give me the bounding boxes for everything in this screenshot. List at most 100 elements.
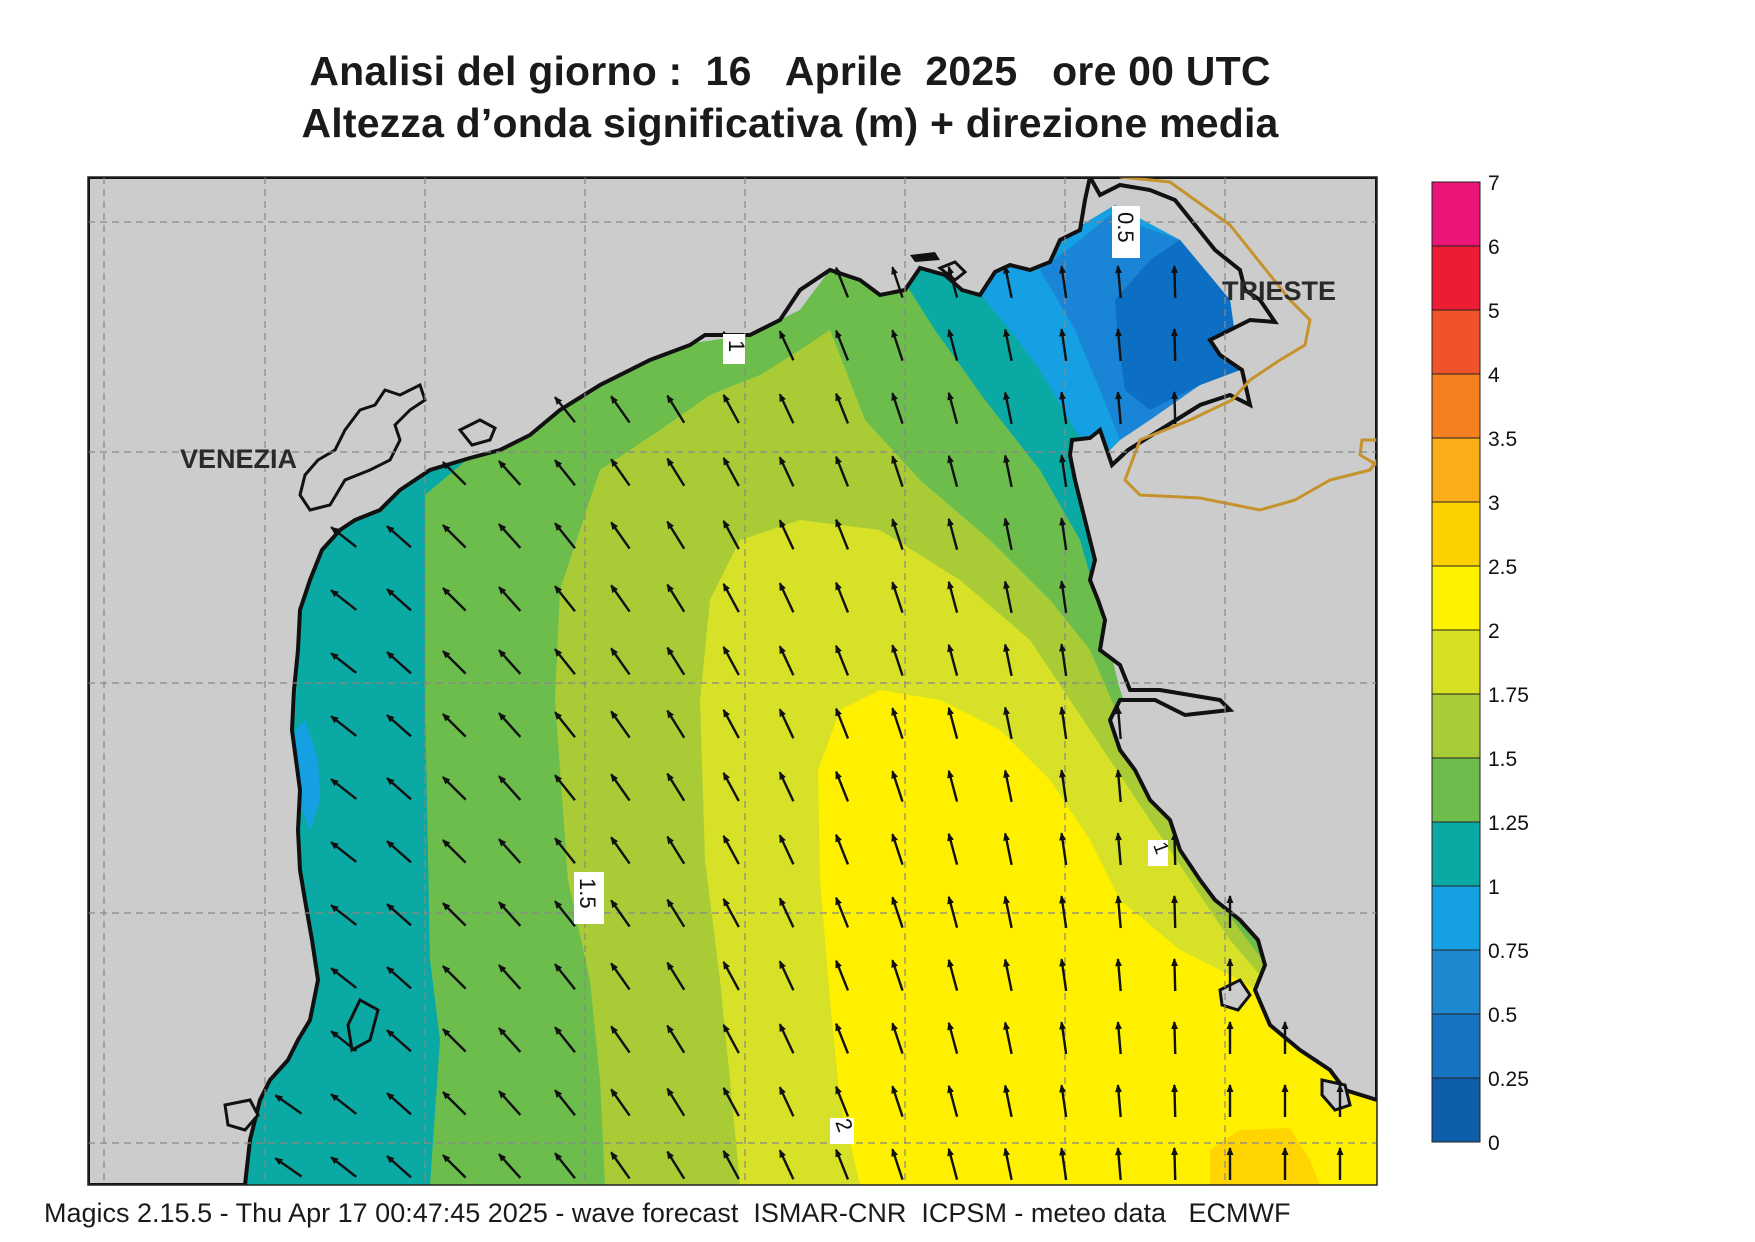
wave-direction-arrow — [947, 517, 959, 551]
wave-direction-arrow — [947, 895, 959, 929]
wave-direction-arrow — [778, 1149, 795, 1180]
wave-direction-arrow — [722, 646, 740, 676]
wave-direction-arrow — [891, 644, 904, 676]
wave-direction-arrow — [778, 1086, 795, 1117]
wave-direction-arrow — [554, 459, 576, 487]
wave-direction-arrow — [666, 1024, 686, 1054]
wave-direction-arrow — [330, 1030, 358, 1052]
colorbar-tick-label: 0.25 — [1488, 1068, 1529, 1091]
wave-direction-arrow — [498, 1090, 522, 1116]
wave-direction-arrow — [891, 329, 904, 361]
wave-direction-arrow — [947, 769, 959, 803]
colorbar-swatch — [1431, 373, 1481, 439]
wave-direction-arrow — [498, 586, 522, 612]
wave-direction-arrow — [722, 961, 740, 991]
wave-direction-arrow — [666, 835, 686, 865]
wave-direction-arrow — [947, 454, 959, 488]
border-line — [1119, 177, 1377, 512]
colorbar-tick-label: 0.75 — [1488, 940, 1529, 963]
wave-direction-arrow — [442, 524, 467, 549]
wave-direction-arrow — [1003, 958, 1013, 992]
wave-direction-arrow — [722, 394, 740, 424]
map-subtitle: Altezza d’onda significativa (m) + direz… — [301, 100, 1279, 146]
wave-direction-arrow — [1059, 391, 1068, 425]
wave-direction-arrow — [330, 967, 358, 989]
footer-credits: Magics 2.15.5 - Thu Apr 17 00:47:45 2025… — [44, 1198, 1291, 1228]
wave-direction-arrow — [835, 833, 850, 865]
map-frame — [87, 176, 1378, 1186]
wave-direction-arrow — [1003, 769, 1013, 803]
wave-direction-arrow — [554, 585, 576, 613]
colorbar-swatch — [1431, 1077, 1481, 1143]
svg-text:0.5: 0.5 — [1113, 212, 1138, 243]
wave-direction-arrow — [1171, 832, 1179, 866]
wave-direction-arrow — [722, 898, 740, 928]
colorbar-tick-label: 0 — [1488, 1132, 1500, 1155]
island — [223, 1098, 260, 1132]
wave-direction-arrow — [1059, 1021, 1068, 1055]
wave-direction-arrow — [554, 900, 576, 928]
colorbar-tick-label: 5 — [1488, 300, 1500, 323]
wave-direction-arrow — [498, 712, 522, 738]
wave-direction-arrow — [947, 1147, 959, 1181]
wave-direction-arrow — [386, 651, 412, 675]
wave-direction-arrow — [835, 455, 850, 487]
wave-direction-arrow — [1171, 1021, 1179, 1055]
wave-direction-arrow — [722, 709, 740, 739]
wave-direction-arrow — [498, 1153, 522, 1179]
colorbar-tick-label: 1.75 — [1488, 684, 1529, 707]
wave-direction-arrow — [1059, 580, 1068, 614]
wave-direction-arrow — [442, 1028, 467, 1053]
wave-direction-arrow — [778, 519, 795, 550]
wave-direction-arrow — [1115, 1021, 1123, 1055]
wave-direction-arrow — [386, 966, 412, 990]
wave-direction-arrow — [778, 1023, 795, 1054]
wave-direction-arrow — [778, 960, 795, 991]
wave-direction-arrow — [1171, 265, 1179, 299]
wave-direction-arrow — [610, 899, 631, 928]
wave-direction-arrow — [835, 770, 850, 802]
wave-direction-arrow — [442, 650, 467, 675]
wave-direction-arrow — [947, 706, 959, 740]
wave-direction-arrow — [442, 587, 467, 612]
svg-text:1: 1 — [724, 340, 749, 352]
wave-direction-arrow — [498, 901, 522, 927]
border-line — [1358, 438, 1377, 467]
colorbar-tick-label: 7 — [1488, 172, 1500, 195]
wave-direction-arrow — [835, 959, 850, 991]
wave-direction-arrow — [330, 589, 358, 611]
wave-direction-arrow — [274, 1094, 303, 1115]
wave-direction-arrow — [442, 1091, 467, 1116]
wave-direction-arrow — [1059, 706, 1068, 740]
wave-direction-arrow — [1003, 1021, 1013, 1055]
wave-direction-arrow — [835, 1148, 850, 1180]
wave-direction-arrow — [1003, 328, 1013, 362]
wave-direction-arrow — [386, 1155, 412, 1179]
wave-direction-arrow — [891, 1085, 904, 1117]
wave-direction-arrow — [442, 1154, 467, 1179]
wave-direction-arrow — [386, 1029, 412, 1053]
wave-direction-arrow — [722, 1024, 740, 1054]
wave-direction-arrow — [947, 1084, 959, 1118]
wave-direction-arrow — [835, 581, 850, 613]
wave-direction-arrow — [1003, 391, 1013, 425]
wave-direction-arrow — [947, 1021, 959, 1055]
colorbar-tick-label: 1.25 — [1488, 812, 1529, 835]
colorbar-tick-label: 1 — [1488, 876, 1500, 899]
colorbar-swatch — [1431, 821, 1481, 887]
wave-direction-arrow — [1003, 643, 1013, 677]
wave-direction-arrow — [891, 707, 904, 739]
wave-direction-arrow — [778, 645, 795, 676]
wave-direction-arrow — [498, 964, 522, 990]
wave-direction-arrow — [778, 771, 795, 802]
colorbar-tick-label: 4 — [1488, 364, 1500, 387]
colorbar-swatch — [1431, 949, 1481, 1015]
wave-direction-arrow — [498, 775, 522, 801]
wave-direction-arrow — [778, 393, 795, 424]
wave-direction-arrow — [891, 833, 904, 865]
wave-direction-arrow — [274, 1157, 303, 1178]
wave-direction-arrow — [610, 773, 631, 802]
wave-direction-arrow — [330, 841, 358, 863]
wave-direction-arrow — [778, 582, 795, 613]
wave-direction-arrow — [835, 518, 850, 550]
